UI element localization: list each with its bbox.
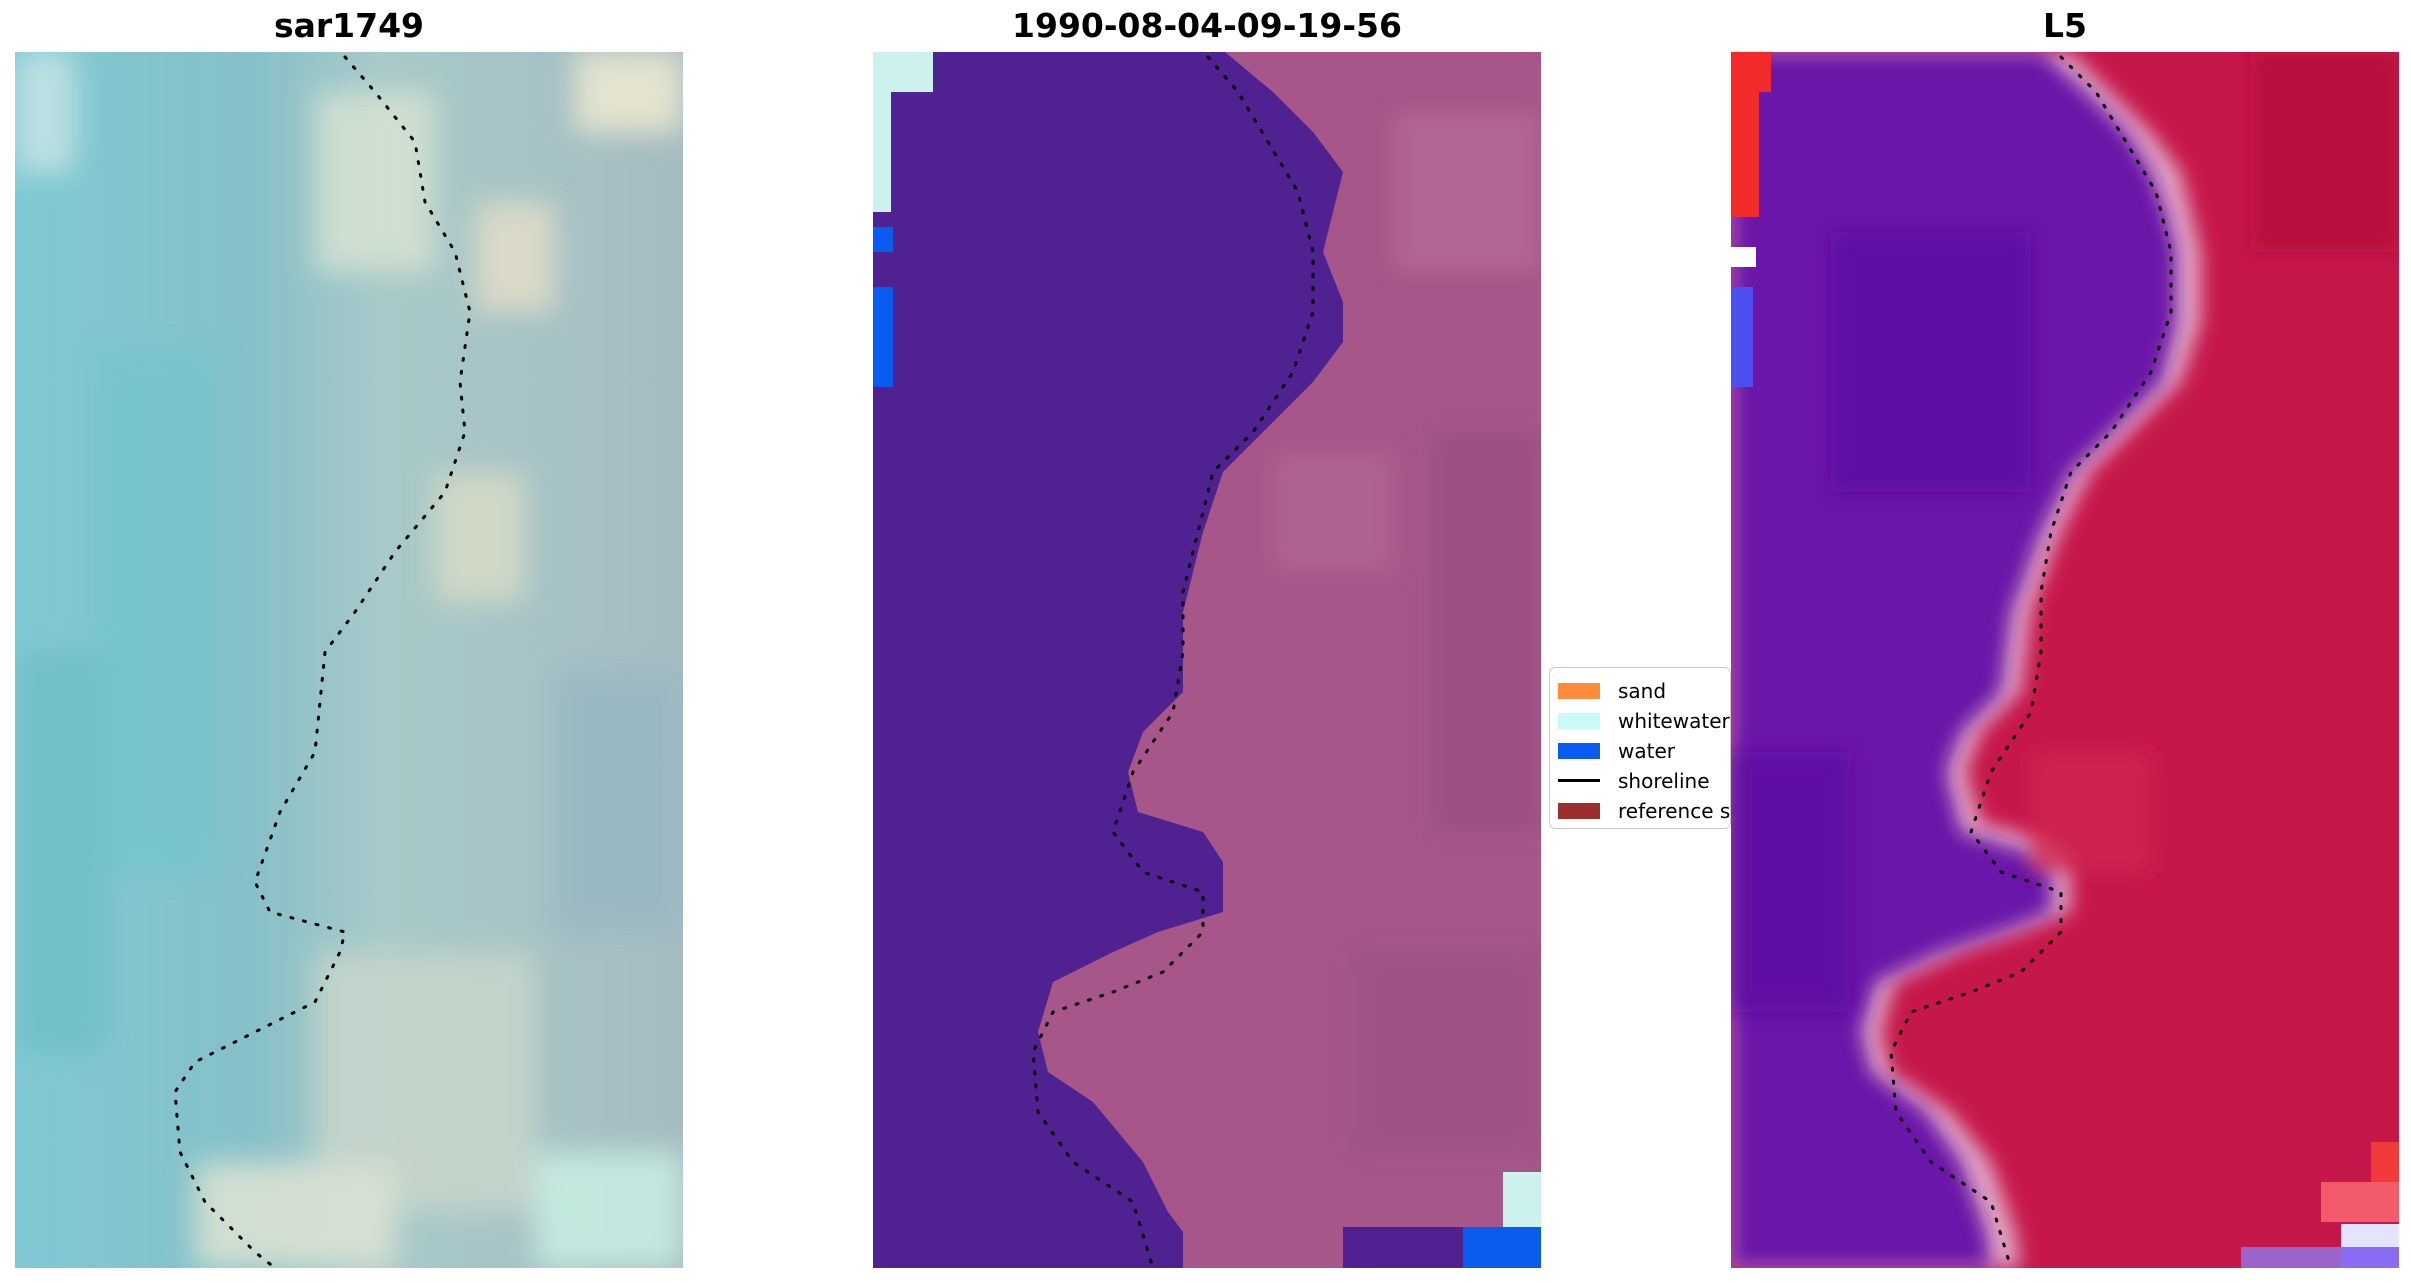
legend-swatch-whitewater [1558,713,1600,729]
panel-title-index: L5 [2043,6,2087,45]
panel-title-rgb: sar1749 [273,6,425,45]
legend-label-shoreline: shoreline [1618,769,1710,793]
panel-title-classified: 1990-08-04-09-19-56 [1012,6,1402,45]
legend: sand whitewater water shoreline referenc… [1549,667,1731,829]
classified-svg [873,52,1541,1268]
legend-swatch-reference-shoreline [1558,803,1600,819]
shoreline-overlay-rgb [173,55,472,1268]
legend-item-shoreline: shoreline [1550,766,1730,796]
shoreline-overlay-index [1889,55,2173,1268]
shoreline-overlay-classified [1031,55,1315,1268]
legend-line-shoreline [1558,779,1600,782]
legend-swatch-water [1558,743,1600,759]
legend-label-water: water [1618,739,1675,763]
satellite-rgb-svg [15,52,683,1268]
index-image [1731,52,2399,1268]
legend-item-whitewater: whitewater [1550,706,1730,736]
legend-swatch-sand [1558,683,1600,699]
legend-label-sand: sand [1618,679,1667,703]
legend-item-water: water [1550,736,1730,766]
classified-image [873,52,1541,1268]
index-svg [1731,52,2399,1268]
legend-item-sand: sand [1550,676,1730,706]
legend-item-reference-shoreline: reference shoreline [1550,796,1731,826]
legend-label-whitewater: whitewater [1618,709,1730,733]
satellite-rgb-image [15,52,683,1268]
legend-label-reference-shoreline: reference shoreline [1618,799,1731,823]
